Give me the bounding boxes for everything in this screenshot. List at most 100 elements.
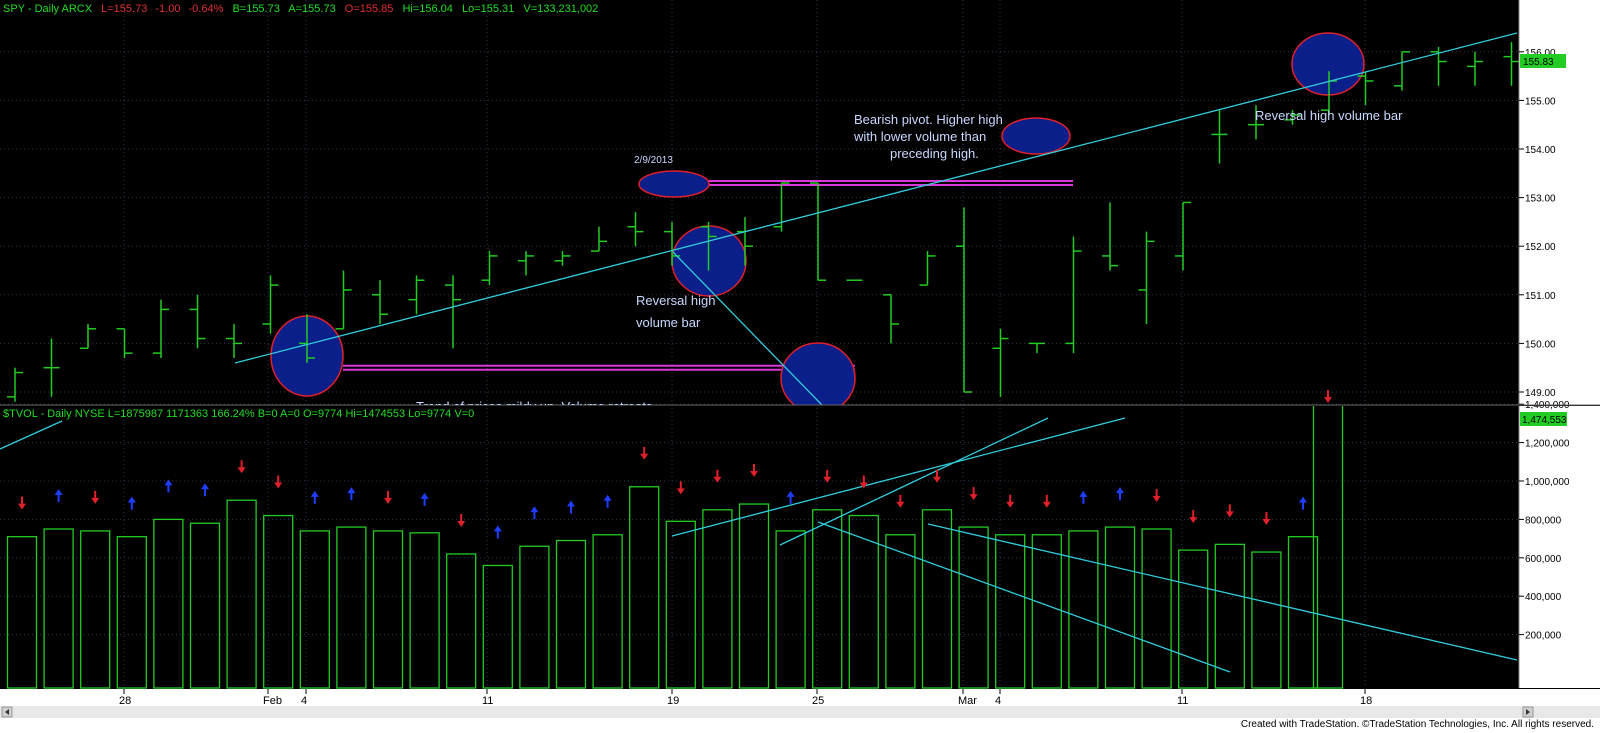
horizontal-levels xyxy=(343,180,1073,371)
volume-bar xyxy=(153,518,184,689)
volume-bar xyxy=(1214,543,1245,689)
volume-axis-ticks: 200,000 400,000 600,000 800,000 1,000,000 1,2… xyxy=(1519,400,1570,642)
down-arrow-icon xyxy=(18,496,26,510)
volume-axis-panel xyxy=(1519,406,1600,688)
up-arrow-icon xyxy=(493,525,502,539)
down-arrow-icon xyxy=(1262,512,1271,526)
highlight-circle xyxy=(780,342,856,405)
down-arrow-icon xyxy=(91,490,100,504)
trend-annotation: Trend of prices mildy up. Volume retreat… xyxy=(416,399,653,414)
volume-last-badge xyxy=(1520,412,1567,426)
date-tick-label: 11 xyxy=(1177,695,1188,707)
up-arrow-icon xyxy=(567,500,575,514)
price-tick-label: 149.00 xyxy=(1525,388,1556,399)
down-arrow-icon xyxy=(457,513,466,527)
volume-bar xyxy=(555,539,587,689)
volume-bar xyxy=(775,530,806,689)
volume-tick-label: 600,000 xyxy=(1525,554,1562,565)
down-arrow-icon xyxy=(896,494,905,508)
volume-bar xyxy=(958,526,989,689)
bearish-annotation-line2: with lower volume than xyxy=(853,129,986,144)
volume-bar xyxy=(885,534,916,689)
volume-bar xyxy=(519,545,550,689)
volume-bar xyxy=(629,486,660,689)
volume-tick-label: 1,400,000 xyxy=(1525,400,1570,411)
up-arrow-icon xyxy=(164,479,173,493)
volume-tick-label: 1,000,000 xyxy=(1525,477,1570,488)
down-arrow-icon xyxy=(1152,489,1161,502)
price-last: L=155.73 xyxy=(101,3,147,15)
price-last-badge xyxy=(1520,54,1566,68)
volume-tick-label: 200,000 xyxy=(1525,631,1562,642)
down-arrow-icon xyxy=(384,490,392,504)
footer-bar: Created with TradeStation. ©TradeStation… xyxy=(0,718,1600,733)
date-tick-label: 4 xyxy=(301,695,307,707)
scroll-left-icon xyxy=(5,709,9,715)
date-axis-ticks: 28 Feb 4 11 19 25 Mar 4 11 18 xyxy=(119,689,1372,707)
down-arrow-icon xyxy=(274,475,283,489)
volume-bar xyxy=(409,532,440,689)
price-tick-label: 154.00 xyxy=(1525,145,1556,156)
price-bars xyxy=(7,42,1519,402)
highlight-circle xyxy=(1001,117,1071,155)
volume-bar xyxy=(6,536,38,689)
price-bid: B=155.73 xyxy=(232,3,279,15)
volume-bar xyxy=(226,499,257,689)
down-arrow-icon xyxy=(859,475,868,489)
volume-bar xyxy=(299,530,330,689)
price-header: SPY - Daily ARCX L=155.73 -1.00 -0.64% B… xyxy=(3,3,598,15)
price-tick-label: 153.00 xyxy=(1525,194,1556,205)
up-arrow-icon xyxy=(786,490,795,504)
horizontal-scrollbar[interactable] xyxy=(0,706,1600,718)
up-arrow-icon xyxy=(530,506,539,520)
price-ask: A=155.73 xyxy=(288,3,335,15)
volume-tick-label: 800,000 xyxy=(1525,515,1562,526)
up-arrow-icon xyxy=(1116,487,1124,501)
up-arrow-icon xyxy=(603,494,612,508)
reversal-annotation-line1: Reversal high xyxy=(636,293,716,308)
price-change: -1.00 xyxy=(155,3,180,15)
price-trendline xyxy=(234,32,1518,364)
volume-trendline xyxy=(671,417,1126,537)
down-arrow-icon xyxy=(1225,504,1234,518)
price-volume: V=133,231,002 xyxy=(523,3,598,15)
volume-bar xyxy=(848,514,879,689)
volume-bar xyxy=(336,526,367,689)
volume-bar xyxy=(1068,530,1099,689)
date-tick-label: Mar xyxy=(958,695,977,707)
up-arrow-icon xyxy=(420,492,429,506)
volume-bar xyxy=(1031,534,1062,689)
volume-last-label: 1,474,553 xyxy=(1522,415,1567,426)
volume-bar xyxy=(482,564,513,689)
down-arrow-icon xyxy=(1324,390,1332,403)
date-annotation: 2/9/2013 xyxy=(634,155,673,166)
price-tick-label: 151.00 xyxy=(1525,291,1556,302)
reversal-annotation-2: Reversal high volume bar xyxy=(1255,108,1403,123)
down-arrow-icon xyxy=(237,460,246,474)
highlight-circle xyxy=(638,170,710,198)
up-arrow-icon xyxy=(127,496,136,510)
volume-bar xyxy=(189,522,221,689)
volume-bar xyxy=(665,520,696,689)
date-tick-label: 28 xyxy=(119,695,131,707)
volume-header: $TVOL - Daily NYSE L=1875987 1171363 166… xyxy=(3,408,474,420)
down-arrow-icon xyxy=(1006,494,1015,508)
up-arrow-icon xyxy=(347,487,356,501)
grid-layer xyxy=(0,0,1519,689)
down-arrow-icon xyxy=(713,469,722,483)
down-arrow-icon xyxy=(1042,494,1051,508)
date-tick-label: 25 xyxy=(812,695,824,707)
up-arrow-icon xyxy=(310,490,319,504)
price-tick-label: 152.00 xyxy=(1525,242,1556,253)
price-low: Lo=155.31 xyxy=(462,3,514,15)
down-arrow-icon xyxy=(750,464,758,478)
volume-bar xyxy=(921,509,953,689)
date-tick-label: Feb xyxy=(263,695,282,707)
down-arrow-icon xyxy=(640,446,649,460)
volume-bar xyxy=(1251,551,1282,689)
price-trendline xyxy=(672,251,823,405)
volume-bar xyxy=(995,534,1026,689)
price-change-pct: -0.64% xyxy=(189,3,224,15)
volume-bar xyxy=(1104,526,1136,689)
